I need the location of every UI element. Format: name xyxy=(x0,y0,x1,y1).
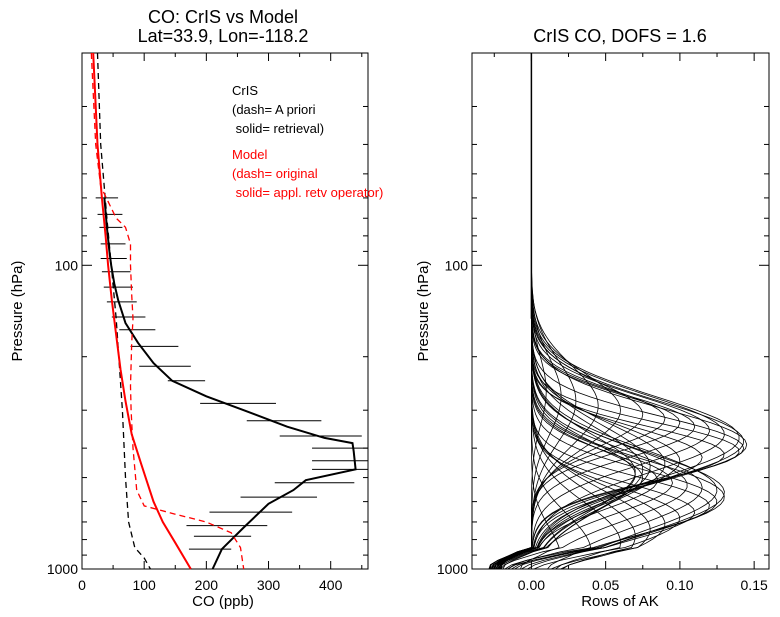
left-y-ticks: 100 1000 xyxy=(47,105,368,577)
series-line-appl-retv-operator xyxy=(92,52,192,570)
ak-row-line xyxy=(495,53,636,570)
x-tick-label: 300 xyxy=(257,577,281,593)
ak-row-line xyxy=(500,53,688,570)
left-panel: CO: CrIS vs Model Lat=33.9, Lon=-118.2 0… xyxy=(9,7,383,610)
left-subtitle: Lat=33.9, Lon=-118.2 xyxy=(138,26,309,46)
right-plot-frame xyxy=(471,52,770,570)
x-tick-label: 0 xyxy=(78,577,86,593)
left-legend: CrIS (dash= A priori solid= retrieval) M… xyxy=(232,83,383,200)
x-tick-label: 0.00 xyxy=(518,577,545,593)
ak-row-line xyxy=(531,53,621,570)
right-y-axis-label: Pressure (hPa) xyxy=(415,261,432,362)
ak-row-line xyxy=(489,53,710,570)
ak-row-line xyxy=(520,53,560,570)
ak-row-line xyxy=(491,53,681,570)
ak-row-line xyxy=(490,53,666,570)
right-x-axis-label: Rows of AK xyxy=(581,593,659,610)
left-x-axis-label: CO (ppb) xyxy=(192,593,254,610)
legend-cris-dash: (dash= A priori xyxy=(232,102,316,117)
series-line-retrieval xyxy=(103,197,357,570)
x-tick-label: 0.10 xyxy=(666,577,693,593)
ak-row-line xyxy=(511,53,718,570)
right-x-ticks: 0.00 0.05 0.10 0.15 xyxy=(493,53,768,593)
ak-row-line xyxy=(488,53,644,570)
ak-row-line xyxy=(498,53,666,570)
left-x-ticks: 0 100 200 300 400 xyxy=(78,53,363,593)
x-tick-label: 100 xyxy=(132,577,156,593)
legend-model-dash: (dash= original xyxy=(232,166,318,181)
y-tick-label: 1000 xyxy=(47,561,78,577)
legend-cris-solid: solid= retrieval) xyxy=(232,121,324,136)
x-tick-label: 200 xyxy=(195,577,219,593)
ak-row-line xyxy=(531,53,666,570)
x-tick-label: 0.15 xyxy=(741,577,768,593)
y-tick-label: 1000 xyxy=(437,561,468,577)
ak-row-line xyxy=(497,53,673,570)
right-y-ticks: 100 1000 xyxy=(437,105,769,577)
right-plot-area xyxy=(488,53,748,570)
series-line-a-priori xyxy=(96,52,151,570)
ak-row-line xyxy=(494,53,703,570)
left-plot-frame xyxy=(81,52,369,570)
y-tick-label: 100 xyxy=(445,257,469,273)
x-tick-label: 0.05 xyxy=(592,577,619,593)
ak-row-line xyxy=(489,53,745,570)
ak-row-line xyxy=(489,53,621,570)
right-panel: CrIS CO, DOFS = 1.6 0.00 0.05 0.10 0.15 100… xyxy=(415,26,770,610)
right-title: CrIS CO, DOFS = 1.6 xyxy=(533,26,707,46)
left-title: CO: CrIS vs Model xyxy=(148,7,298,27)
legend-cris-label: CrIS xyxy=(232,83,258,98)
left-plot-area xyxy=(90,52,368,570)
left-y-axis-label: Pressure (hPa) xyxy=(9,261,26,362)
ak-row-line xyxy=(492,53,696,570)
legend-model-solid: solid= appl. retv operator) xyxy=(232,185,383,200)
x-tick-label: 400 xyxy=(319,577,343,593)
legend-model-label: Model xyxy=(232,147,268,162)
ak-row-line xyxy=(497,53,562,570)
y-tick-label: 100 xyxy=(55,257,79,273)
series-line-model-original xyxy=(90,52,245,570)
ak-row-line xyxy=(491,53,599,570)
ak-row-line xyxy=(531,53,592,570)
ak-row-line xyxy=(500,53,547,570)
